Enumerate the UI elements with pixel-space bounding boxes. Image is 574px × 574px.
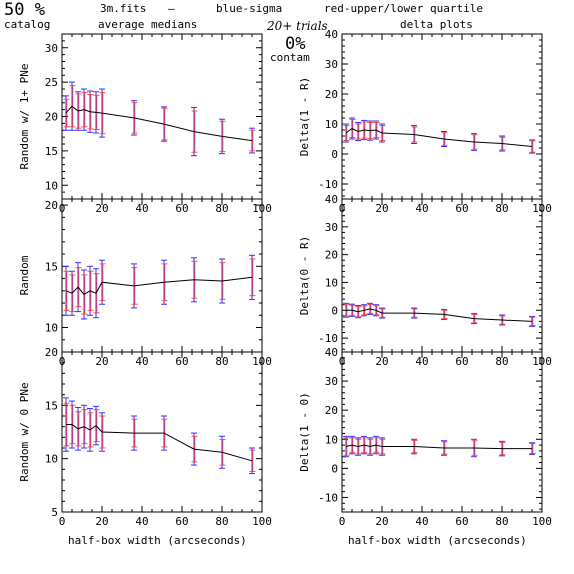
y-tick-label: 30 [325,221,338,234]
header-averages: average medians [98,18,197,31]
y-tick-label: 15 [45,145,58,158]
y-tick-label: 5 [51,506,58,519]
y-tick-label: 40 [325,346,338,359]
x-tick-label: 60 [175,355,188,368]
x-tick-label: 60 [455,355,468,368]
y-axis-label: Delta(0 - R) [298,236,311,315]
y-tick-label: 30 [325,58,338,71]
x-tick-label: 40 [415,355,428,368]
panel-left-3: 0 20 40 60 80 100 5 10 15 20 Random w/ 0 PNe [18,346,272,528]
y-tick-label: 0 [331,462,338,475]
plot-frame [61,33,263,200]
x-tick-label: 20 [375,355,388,368]
x-tick-label: 40 [135,515,148,528]
x-tick-label: 100 [252,515,272,528]
median-line [65,276,253,296]
y-axis-label: Delta(1 - R) [298,77,311,156]
header-catalog: catalog [4,18,50,31]
y-tick-label: 0 [331,148,338,161]
y-tick-label: 30 [45,42,58,55]
x-tick-label: 0 [59,515,66,528]
y-tick-label: 0 [331,304,338,317]
y-tick-label: -10 [318,178,338,191]
y-axis-label: Random w/ 0 PNe [18,382,31,481]
plot-frame [341,351,543,513]
header-dash: — [168,2,175,15]
x-tick-label: 80 [495,515,508,528]
y-axis-label: Random [18,255,31,295]
x-tick-label: 20 [375,515,388,528]
y-tick-label: 15 [45,260,58,273]
median-line [66,424,253,462]
y-axis-label: Delta(1 - 0) [298,392,311,471]
x-tick-label: 40 [135,202,148,215]
x-tick-label: 80 [215,355,228,368]
header-contam: contam [270,51,310,64]
x-tick-label: 40 [415,515,428,528]
x-tick-label: 40 [415,202,428,215]
median-line [345,444,532,450]
y-tick-label: 10 [45,179,58,192]
y-tick-label: 25 [45,76,58,89]
y-tick-label: 20 [45,111,58,124]
x-tick-label: 60 [455,515,468,528]
y-tick-label: 20 [325,249,338,262]
x-tick-label: 20 [95,355,108,368]
header-blue-label: blue-sigma [216,2,282,15]
x-tick-label: 60 [175,202,188,215]
y-tick-label: 10 [45,453,58,466]
x-tick-label: 60 [455,202,468,215]
header-contam-pct: 0% [285,34,305,54]
x-tick-label: 60 [175,515,188,528]
x-tick-label: 0 [339,515,346,528]
header-delta-title: delta plots [400,18,473,31]
y-tick-label: 10 [45,322,58,335]
header-filename: 3m.fits [100,2,146,15]
xlabel-right: half-box width (arcseconds) [348,534,527,547]
y-tick-label: 20 [325,88,338,101]
y-axis-label: Random w/ 1+ PNe [18,64,31,170]
y-tick-label: 10 [325,433,338,446]
x-tick-label: 100 [532,515,552,528]
y-tick-label: 40 [325,28,338,41]
plot-frame [61,351,263,513]
x-tick-label: 20 [375,202,388,215]
x-tick-label: 80 [215,515,228,528]
y-tick-label: 20 [45,346,58,359]
header-trials: 20+ trials [266,19,328,33]
y-tick-label: -10 [318,332,338,345]
xlabel-left: half-box width (arcseconds) [68,534,247,547]
median-line [65,105,253,142]
x-tick-label: 20 [95,202,108,215]
plot-frame [341,198,543,353]
median-line [345,127,533,147]
y-tick-label: 20 [325,404,338,417]
y-tick-label: 15 [45,399,58,412]
y-tick-label: 20 [45,199,58,212]
y-tick-label: 10 [325,276,338,289]
median-line [346,308,533,322]
plot-frame [61,198,263,353]
x-tick-label: 80 [215,202,228,215]
header-percent: 50 % [4,0,45,20]
x-tick-label: 20 [95,515,108,528]
y-tick-label: 40 [325,193,338,206]
header-red-label: red-upper/lower quartile [324,2,483,15]
plot-frame [341,33,543,200]
y-tick-label: -10 [318,491,338,504]
x-tick-label: 80 [495,355,508,368]
y-tick-label: 30 [325,375,338,388]
y-tick-label: 10 [325,118,338,131]
x-tick-label: 40 [135,355,148,368]
x-tick-label: 80 [495,202,508,215]
